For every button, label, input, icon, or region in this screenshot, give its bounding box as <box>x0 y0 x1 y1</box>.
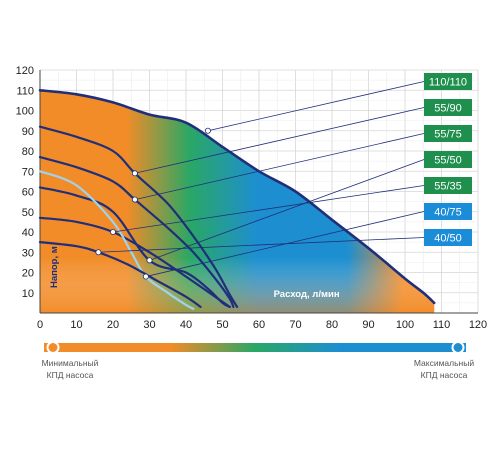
series-line-55-35 <box>38 216 231 308</box>
legend-box-40-50 <box>424 229 472 246</box>
efficiency-max-caption: Максимальный <box>414 358 474 368</box>
series-marker-55-75 <box>131 196 138 203</box>
legend-label-110-110: 110/110 <box>429 77 467 89</box>
series-marker-55-50 <box>146 257 153 264</box>
legend-label-40-75: 40/75 <box>434 207 462 219</box>
series-line-55-90 <box>38 125 239 308</box>
x-tick-label: 110 <box>433 319 451 331</box>
x-tick-label: 80 <box>326 319 338 331</box>
y-tick-label: 10 <box>22 288 34 300</box>
leader-line-55-90 <box>134 107 425 174</box>
legend-box-55-75 <box>424 125 472 142</box>
series-marker-40-75 <box>142 273 149 280</box>
efficiency-max-caption: КПД насоса <box>421 370 468 380</box>
y-tick-label: 50 <box>22 207 34 219</box>
legend-box-55-90 <box>424 99 472 116</box>
legend-box-40-75 <box>424 203 472 220</box>
x-tick-label: 10 <box>70 319 82 331</box>
legend-label-55-35: 55/35 <box>434 181 462 193</box>
y-tick-label: 80 <box>22 146 34 158</box>
leader-line-55-50 <box>149 159 425 261</box>
series-marker-55-90 <box>131 170 138 177</box>
x-tick-label: 100 <box>396 319 414 331</box>
x-tick-label: 0 <box>37 319 43 331</box>
y-tick-label: 110 <box>16 85 34 97</box>
x-tick-label: 40 <box>180 319 192 331</box>
series-marker-40-50 <box>95 249 102 256</box>
x-tick-label: 70 <box>289 319 301 331</box>
efficiency-min-caption: Минимальный <box>42 358 99 368</box>
series-line-40-50 <box>38 241 202 308</box>
efficiency-min-caption: КПД насоса <box>47 370 94 380</box>
legend-label-55-90: 55/90 <box>434 103 462 115</box>
leader-line-40-50 <box>98 237 425 253</box>
x-axis-label: Расход, л/мин <box>274 289 340 300</box>
series-marker-110-110 <box>204 127 211 134</box>
efficiency-min-marker <box>46 341 60 354</box>
legend-label-55-50: 55/50 <box>434 155 462 167</box>
leader-line-55-75 <box>134 133 425 200</box>
y-tick-label: 30 <box>22 247 34 259</box>
y-tick-label: 60 <box>22 187 34 199</box>
series-line-40-75 <box>38 170 195 310</box>
legend-label-40-50: 40/50 <box>434 233 462 245</box>
efficiency-area-fade <box>40 90 435 313</box>
efficiency-max-marker <box>451 341 465 354</box>
series-line-55-75 <box>38 156 235 308</box>
x-tick-label: 50 <box>216 319 228 331</box>
y-tick-label: 90 <box>22 126 34 138</box>
y-tick-label: 70 <box>22 166 34 178</box>
y-tick-label: 100 <box>16 106 34 118</box>
series-marker-55-35 <box>110 228 117 235</box>
x-tick-label: 30 <box>143 319 155 331</box>
y-tick-label: 40 <box>22 227 34 239</box>
x-tick-label: 120 <box>469 319 487 331</box>
legend-box-55-35 <box>424 177 472 194</box>
efficiency-bar <box>44 343 466 352</box>
x-tick-label: 20 <box>107 319 119 331</box>
legend-box-110-110 <box>424 73 472 90</box>
x-tick-label: 90 <box>362 319 374 331</box>
y-tick-label: 120 <box>16 65 34 77</box>
y-axis-label: Напор, м <box>49 246 60 288</box>
x-tick-label: 60 <box>253 319 265 331</box>
leader-line-55-35 <box>112 185 425 233</box>
leader-line-110-110 <box>207 81 425 132</box>
y-tick-label: 20 <box>22 268 34 280</box>
legend-label-55-75: 55/75 <box>434 129 462 141</box>
legend-box-55-50 <box>424 151 472 168</box>
